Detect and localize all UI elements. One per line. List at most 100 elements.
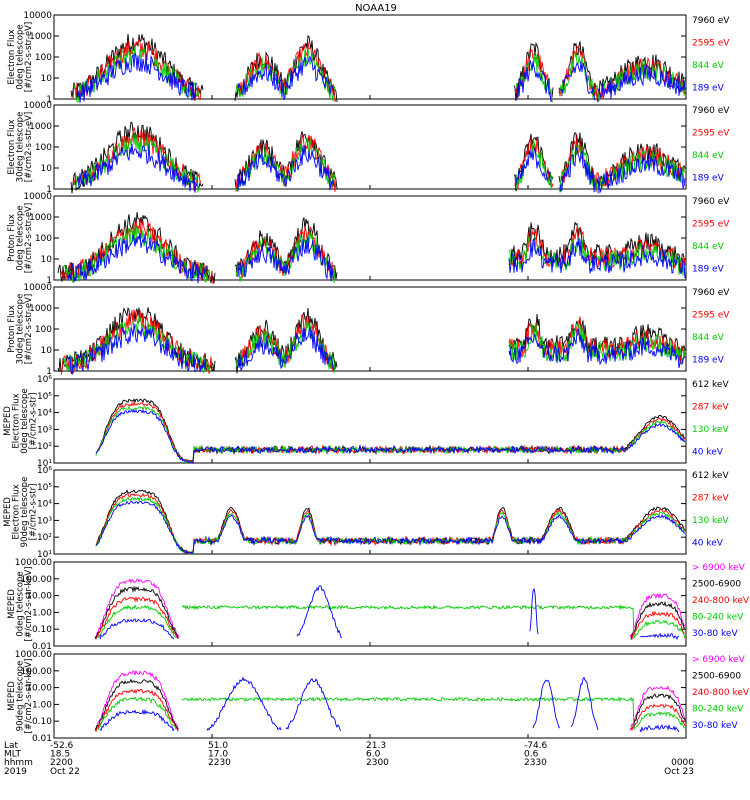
series-trace <box>95 688 686 732</box>
y-axis-label: Proton Flux <box>7 214 17 262</box>
legend-entry: 80-240 keV <box>692 705 744 715</box>
series-trace <box>99 676 680 733</box>
legend-entry: 240-800 keV <box>692 688 750 698</box>
x-tick-label: Oct 22 <box>50 767 80 777</box>
y-tick-label: 1000 <box>29 32 52 42</box>
series-trace <box>95 500 685 555</box>
x-tick-label: 2330 <box>524 758 547 768</box>
y-tick-label: 10⁴ <box>37 500 52 510</box>
x-tick-label: Oct 23 <box>664 767 694 777</box>
legend-entry: 130 keV <box>692 425 729 435</box>
y-tick-label: 0.10 <box>32 717 52 727</box>
legend-entry: 844 eV <box>692 61 725 71</box>
legend-entry: 189 eV <box>692 356 725 366</box>
series-trace <box>95 489 686 555</box>
chart-title: NOAA19 <box>355 3 397 14</box>
series-trace <box>95 405 686 464</box>
series-trace <box>99 585 680 640</box>
series-trace <box>73 45 686 103</box>
y-tick-label: 1000.00 <box>15 650 52 660</box>
y-axis-label: [#/cm2-s-str] <box>29 484 39 541</box>
y-tick-label: 100.00 <box>21 667 53 677</box>
series-trace <box>76 53 686 103</box>
y-tick-label: 1000.00 <box>15 558 52 568</box>
legend-entry: 7960 eV <box>692 197 730 207</box>
series-trace <box>76 143 686 194</box>
x-tick-label: 17.0 <box>208 750 228 760</box>
y-tick-label: 10³ <box>37 516 52 526</box>
legend-entry: 2595 eV <box>692 39 730 49</box>
x-row-label: Lat <box>4 741 19 751</box>
y-tick-label: 10⁶ <box>37 375 52 385</box>
legend-entry: 7960 eV <box>692 16 730 26</box>
legend-entry: 612 keV <box>692 471 729 481</box>
legend-entry: 287 keV <box>692 494 729 504</box>
x-tick-label: 2230 <box>208 758 231 768</box>
legend-entry: 189 eV <box>692 174 725 184</box>
y-tick-label: 10.00 <box>26 592 52 602</box>
y-axis-label: [#/cm2-s-str] <box>29 393 39 450</box>
x-tick-label: 21.3 <box>366 741 386 751</box>
legend-entry: 844 eV <box>692 333 725 343</box>
legend-entry: 287 keV <box>692 403 729 413</box>
y-axis-label: Electron Flux <box>12 484 22 539</box>
legend-entry: 2595 eV <box>692 129 730 139</box>
y-axis-label: [#/cm2-s-str-eV] <box>24 294 34 364</box>
y-tick-label: 100 <box>35 53 52 63</box>
y-axis-label: MEPED <box>3 497 13 527</box>
legend-entry: 130 keV <box>692 516 729 526</box>
y-axis-label: Proton Flux <box>7 305 17 353</box>
y-axis-label: MEPED <box>7 589 17 619</box>
y-tick-label: 10000 <box>23 192 52 202</box>
y-tick-label: 1.00 <box>32 608 52 618</box>
y-axis-label: [#/cm2-s-str-keV] <box>24 659 34 734</box>
y-axis-label: [#/cm2-s-str-keV] <box>24 567 34 642</box>
y-tick-label: 10⁶ <box>37 466 52 476</box>
series-trace <box>95 401 686 465</box>
panel-7: 0.01 0.10 1.00 10.00 100.00 1000.00 MEPED0deg … <box>7 558 750 652</box>
legend-entry: 612 keV <box>692 380 729 390</box>
panel-frame <box>53 561 687 647</box>
series-trace <box>94 678 686 732</box>
y-tick-label: 10² <box>37 442 52 452</box>
y-tick-label: 10⁵ <box>37 392 52 402</box>
legend-entry: 7960 eV <box>692 288 730 298</box>
series-trace <box>95 408 686 464</box>
legend-entry: 189 eV <box>692 265 725 275</box>
y-axis-label: 0deg telescope <box>16 24 26 89</box>
y-tick-label: 10 <box>41 164 53 174</box>
y-tick-label: 10³ <box>37 425 52 435</box>
y-tick-label: 10⁵ <box>37 483 52 493</box>
series-trace <box>67 323 686 376</box>
y-tick-label: 10 <box>41 346 53 356</box>
y-tick-label: 1 <box>46 276 52 286</box>
x-row-label: 2019 <box>4 767 27 777</box>
y-tick-label: 10000 <box>23 11 52 21</box>
y-axis-label: 0deg telescope <box>16 571 26 636</box>
legend-entry: 2500-6900 <box>692 672 741 682</box>
series-trace <box>95 492 686 556</box>
legend-entry: 844 eV <box>692 151 725 161</box>
y-tick-label: 100 <box>35 234 52 244</box>
x-tick-label: 0.6 <box>524 750 539 760</box>
legend-entry: 40 keV <box>692 448 724 458</box>
panel-8: 0.01 0.10 1.00 10.00 100.00 1000.00 MEPED90deg… <box>7 650 750 744</box>
legend-entry: 240-800 keV <box>692 596 750 606</box>
legend-entry: 189 eV <box>692 84 725 94</box>
y-axis-label: 90deg telescope <box>16 661 26 732</box>
x-row-label: MLT <box>4 750 22 760</box>
y-axis-label: 0deg telescope <box>20 388 30 453</box>
panels: 1 10 100 1000 10000 Electron Flux 0deg telesco… <box>3 11 750 744</box>
y-axis-label: MEPED <box>7 681 17 711</box>
legend-entry: 2595 eV <box>692 220 730 230</box>
series-trace <box>97 696 686 730</box>
y-tick-label: 10000 <box>23 101 52 111</box>
legend-entry: > 6900 keV <box>692 655 746 665</box>
y-tick-label: 10.00 <box>26 684 52 694</box>
panel-frame <box>53 653 687 739</box>
legend-entry: 7960 eV <box>692 106 730 116</box>
